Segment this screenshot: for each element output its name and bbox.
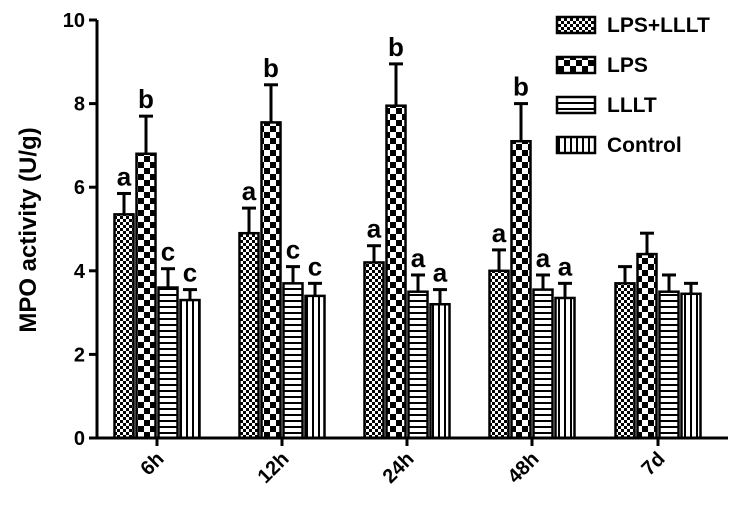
legend-swatch xyxy=(555,55,597,75)
axes xyxy=(95,20,728,440)
x-tick-label: 48h xyxy=(504,448,544,488)
y-axis-ticks: 0 2 4 6 8 10 xyxy=(63,10,97,450)
significance-label: a xyxy=(558,251,573,281)
significance-label: c xyxy=(161,237,175,267)
bar xyxy=(429,302,451,440)
bar-lps-24h: b xyxy=(385,32,407,440)
bar-lllt-48h: a xyxy=(532,243,554,440)
x-tick-label: 7d xyxy=(637,448,669,480)
y-tick-label: 8 xyxy=(74,94,85,116)
bar xyxy=(510,139,532,440)
bar xyxy=(658,290,680,440)
significance-label: c xyxy=(286,235,300,265)
x-tick-label: 24h xyxy=(379,448,419,488)
legend-label: LLLT xyxy=(607,94,657,117)
bar-lps-lllt-24h: a xyxy=(363,214,385,440)
significance-label: b xyxy=(388,32,404,62)
y-axis-label: MPO activity (U/g) xyxy=(15,127,42,332)
bar xyxy=(113,213,135,440)
bar-lllt-12h: c xyxy=(282,235,304,440)
significance-label: a xyxy=(367,214,382,244)
legend-swatch xyxy=(555,15,597,35)
bar xyxy=(238,231,260,440)
significance-label: b xyxy=(513,72,529,102)
bar xyxy=(680,292,702,440)
significance-label: a xyxy=(536,243,551,273)
bar xyxy=(385,104,407,440)
bar-control-7d xyxy=(680,281,702,440)
bar xyxy=(614,282,636,440)
bar xyxy=(363,261,385,440)
bar xyxy=(554,296,576,440)
legend-label: LPS+LLLT xyxy=(607,14,710,37)
y-tick-label: 10 xyxy=(63,10,85,32)
bar-lps-12h: b xyxy=(260,53,282,440)
legend-item: LPS+LLLT xyxy=(555,14,710,37)
bar-lps-lllt-12h: a xyxy=(238,176,260,440)
bar-lps-7d xyxy=(636,231,658,440)
legend-item: LLLT xyxy=(555,94,657,117)
bar-control-6h: c xyxy=(179,258,201,440)
bar-lps-lllt-48h: a xyxy=(488,218,510,440)
significance-label: c xyxy=(183,258,197,288)
bar-control-48h: a xyxy=(554,251,576,440)
significance-label: a xyxy=(411,243,426,273)
bar-lps-48h: b xyxy=(510,72,532,440)
y-tick-label: 0 xyxy=(74,428,85,450)
x-tick-label: 12h xyxy=(254,448,294,488)
legend-item: Control xyxy=(555,134,682,157)
legend-swatch xyxy=(555,135,597,155)
significance-label: a xyxy=(433,258,448,288)
bar-lllt-7d xyxy=(658,273,680,440)
legend-label: Control xyxy=(607,134,682,157)
bar xyxy=(282,282,304,440)
bar-lps-lllt-6h: a xyxy=(113,161,135,440)
bar xyxy=(532,288,554,440)
bar-lllt-24h: a xyxy=(407,243,429,440)
y-tick-label: 6 xyxy=(74,177,85,199)
bar-lps-lllt-7d xyxy=(614,265,636,440)
bar xyxy=(407,290,429,440)
x-axis-ticks: 6h 12h 24h 48h 7d xyxy=(136,438,670,488)
significance-label: c xyxy=(308,251,322,281)
bar xyxy=(636,252,658,440)
bar-lllt-6h: c xyxy=(157,237,179,440)
significance-label: b xyxy=(138,84,154,114)
bar-control-12h: c xyxy=(304,251,326,440)
bar xyxy=(304,294,326,440)
legend: LPS+LLLT LPS LLLT Control xyxy=(555,14,710,157)
bar xyxy=(157,286,179,440)
y-tick-label: 4 xyxy=(74,261,86,283)
bar xyxy=(179,298,201,440)
significance-label: a xyxy=(492,218,507,248)
bar xyxy=(488,269,510,440)
bar-control-24h: a xyxy=(429,258,451,440)
bar-lps-6h: b xyxy=(135,84,157,440)
legend-label: LPS xyxy=(607,54,648,77)
significance-label: a xyxy=(242,176,257,206)
y-tick-label: 2 xyxy=(74,344,85,366)
significance-label: b xyxy=(263,53,279,83)
legend-item: LPS xyxy=(555,54,648,77)
bar xyxy=(260,121,282,440)
legend-swatch xyxy=(555,95,597,115)
significance-label: a xyxy=(117,161,132,191)
bar xyxy=(135,152,157,440)
x-tick-label: 6h xyxy=(136,448,168,480)
